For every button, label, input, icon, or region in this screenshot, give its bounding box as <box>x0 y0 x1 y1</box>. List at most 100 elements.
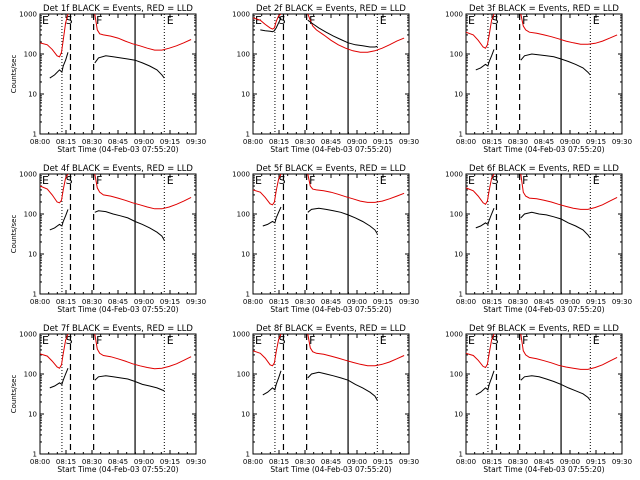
y-tick-label: 100 <box>24 371 37 379</box>
segment-label: E <box>167 14 174 27</box>
panel-title: Det 9f BLACK = Events, RED = LLD <box>469 324 619 334</box>
events-series-line <box>260 17 282 33</box>
x-tick-label: 09:15 <box>160 298 180 306</box>
series-group <box>466 174 618 239</box>
x-tick-label: 08:30 <box>295 138 315 146</box>
y-tick-label: 10 <box>241 91 250 99</box>
lld-series-line <box>307 334 405 367</box>
y-tick-label: 1 <box>459 451 463 459</box>
panel-title: Det 4f BLACK = Events, RED = LLD <box>43 164 193 174</box>
events-series-line <box>49 368 69 389</box>
events-series-line <box>49 209 69 231</box>
y-tick-label: 10 <box>454 91 463 99</box>
lld-series-line <box>94 14 192 51</box>
plot-frame <box>39 173 197 295</box>
events-series-line <box>307 207 378 235</box>
x-tick-label: 09:00 <box>560 298 580 306</box>
lld-series-line <box>307 14 405 53</box>
x-tick-label: 09:00 <box>134 298 154 306</box>
x-tick-label: 08:15 <box>269 138 289 146</box>
panel-title: Det 1f BLACK = Events, RED = LLD <box>43 4 193 14</box>
lld-series-line <box>520 14 618 45</box>
chart-panel-1: Det 1f BLACK = Events, RED = LLD 1 10 100 10… <box>10 4 206 154</box>
x-tick-label: 08:15 <box>482 138 502 146</box>
segment-label: E <box>255 14 262 27</box>
segment-label: E <box>42 14 49 27</box>
x-tick-label: 09:30 <box>612 138 632 146</box>
x-tick-label: 08:00 <box>456 138 476 146</box>
y-tick-label: 10 <box>28 411 37 419</box>
series-group <box>40 14 192 79</box>
segment-label: E <box>380 14 387 27</box>
y-tick-label: 100 <box>450 211 463 219</box>
x-axis-label: Start Time (04-Feb-03 07:55:20) <box>57 145 178 154</box>
lld-series-line <box>466 174 495 205</box>
y-tick-label: 1000 <box>445 11 463 19</box>
x-axis-label: Start Time (04-Feb-03 07:55:20) <box>270 145 391 154</box>
x-axis-label: Start Time (04-Feb-03 07:55:20) <box>57 465 178 474</box>
segment-label: F <box>309 174 315 187</box>
x-tick-label: 08:30 <box>508 298 528 306</box>
lld-series-line <box>520 174 618 210</box>
segment-label: E <box>167 334 174 347</box>
x-tick-label: 09:15 <box>373 138 393 146</box>
x-tick-label: 08:45 <box>321 298 341 306</box>
x-axis-label: Start Time (04-Feb-03 07:55:20) <box>57 305 178 314</box>
series-group <box>40 334 192 392</box>
segment-label: E <box>593 14 600 27</box>
x-tick-label: 08:15 <box>56 298 76 306</box>
y-tick-label: 10 <box>454 411 463 419</box>
y-tick-label: 100 <box>237 51 250 59</box>
segment-label: S <box>279 174 286 187</box>
segment-label: S <box>492 14 499 27</box>
segment-label: F <box>522 334 528 347</box>
x-tick-label: 09:30 <box>399 138 419 146</box>
y-tick-label: 1000 <box>19 171 37 179</box>
y-tick-label: 1 <box>33 131 37 139</box>
y-tick-label: 1000 <box>232 331 250 339</box>
x-tick-label: 08:30 <box>82 298 102 306</box>
x-tick-label: 09:15 <box>373 298 393 306</box>
lld-series-line <box>253 174 282 206</box>
segment-label: E <box>468 174 475 187</box>
segment-label: E <box>255 334 262 347</box>
x-tick-label: 08:00 <box>30 138 50 146</box>
segment-label: F <box>309 14 315 27</box>
x-tick-label: 08:45 <box>321 138 341 146</box>
series-group <box>253 334 405 401</box>
x-tick-label: 08:00 <box>30 298 50 306</box>
segment-label: S <box>66 14 73 27</box>
events-series-line <box>475 370 495 396</box>
events-series-line <box>520 211 591 239</box>
lld-series-line <box>307 174 405 203</box>
lld-series-line <box>253 14 282 30</box>
segment-label: E <box>468 334 475 347</box>
x-tick-label: 09:30 <box>399 458 419 466</box>
lld-series-line <box>253 334 282 367</box>
y-tick-label: 10 <box>454 251 463 259</box>
x-tick-label: 08:00 <box>243 298 263 306</box>
lld-series-line <box>466 14 495 49</box>
series-group <box>40 174 192 241</box>
lld-series-line <box>94 334 192 370</box>
x-tick-label: 08:00 <box>456 458 476 466</box>
y-tick-label: 10 <box>241 411 250 419</box>
segment-label: S <box>492 174 499 187</box>
x-tick-label: 08:15 <box>482 298 502 306</box>
x-tick-label: 09:15 <box>586 138 606 146</box>
segment-label: F <box>522 14 528 27</box>
x-tick-label: 08:45 <box>108 138 128 146</box>
x-tick-label: 09:30 <box>186 298 206 306</box>
y-tick-label: 100 <box>450 51 463 59</box>
y-tick-label: 1 <box>246 291 250 299</box>
lld-series-line <box>520 334 618 370</box>
series-group <box>253 174 405 235</box>
x-tick-label: 09:15 <box>586 458 606 466</box>
x-tick-label: 09:15 <box>160 138 180 146</box>
segment-label: E <box>593 334 600 347</box>
y-tick-label: 1000 <box>445 331 463 339</box>
segment-label: F <box>96 14 102 27</box>
segment-label: E <box>380 174 387 187</box>
x-axis-label: Start Time (04-Feb-03 07:55:20) <box>483 305 604 314</box>
